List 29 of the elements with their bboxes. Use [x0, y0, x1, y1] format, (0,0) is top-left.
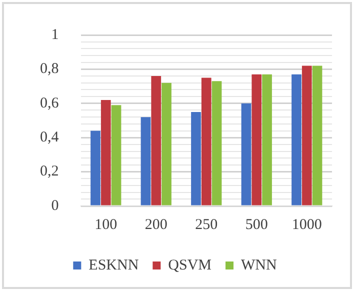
bar	[292, 74, 302, 206]
legend-label: ESKNN	[88, 257, 139, 274]
y-tick-label: 0,4	[40, 130, 60, 146]
x-tick-label: 200	[144, 216, 168, 233]
x-tick-label: 100	[94, 216, 118, 233]
bar	[140, 117, 151, 206]
x-tick-label: 1000	[292, 216, 322, 233]
y-tick-label: 1	[51, 26, 59, 43]
y-tick-label: 0	[51, 198, 59, 214]
bar	[162, 82, 172, 206]
bar	[111, 105, 122, 206]
bar	[90, 130, 100, 206]
bar	[201, 78, 212, 206]
bar	[262, 74, 272, 206]
y-tick-label: 0,6	[40, 95, 60, 112]
x-tick-label: 250	[195, 216, 218, 233]
bar	[212, 81, 222, 206]
legend-label: QSVM	[168, 257, 212, 274]
legend-label: WNN	[241, 257, 277, 274]
bar	[151, 76, 162, 206]
bar	[302, 66, 312, 206]
bar	[100, 100, 111, 206]
bar	[241, 103, 252, 206]
x-tick-label: 500	[245, 216, 268, 233]
y-tick-label: 0,2	[40, 164, 59, 180]
bar	[252, 74, 262, 206]
bar	[312, 66, 322, 206]
bar	[191, 112, 201, 206]
y-tick-label: 0,8	[40, 61, 59, 78]
